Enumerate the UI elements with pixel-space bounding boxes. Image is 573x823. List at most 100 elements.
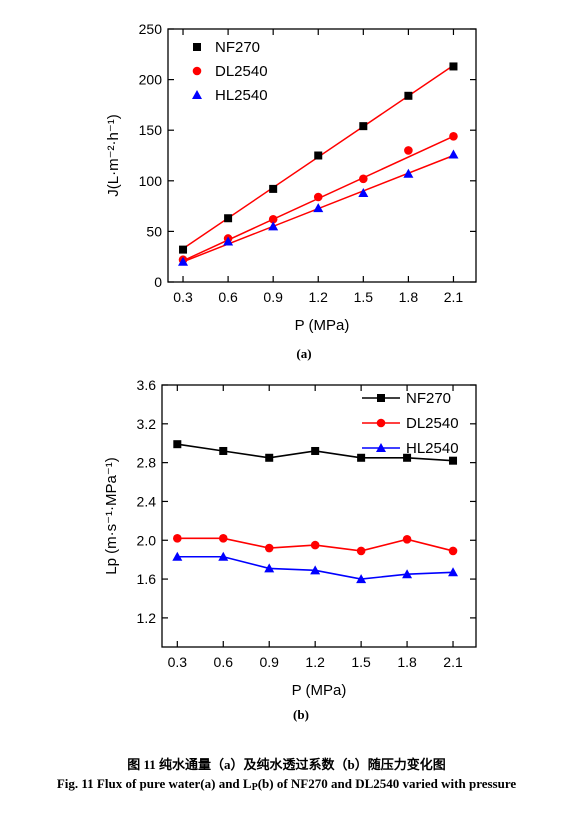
x-tick-label: 2.1 xyxy=(443,654,463,670)
data-point xyxy=(269,184,278,193)
legend-entry: DL2540 xyxy=(192,63,268,80)
caption-en-suffix: (b) of NF270 and DL2540 varied with pres… xyxy=(257,776,517,791)
data-point xyxy=(218,534,228,543)
y-axis-title: Lp (m·s⁻¹·MPa⁻¹) xyxy=(103,457,120,575)
legend-entry: HL2540 xyxy=(192,87,268,104)
data-point xyxy=(448,546,458,556)
legend-marker xyxy=(192,66,202,76)
panel-label: (b) xyxy=(293,707,309,722)
data-point xyxy=(310,540,320,550)
legend-marker xyxy=(193,43,201,51)
data-point xyxy=(173,534,182,543)
x-tick-label: 1.5 xyxy=(354,289,374,305)
legend-label: NF270 xyxy=(215,39,260,56)
series-nf270 xyxy=(179,62,458,254)
caption-en-prefix: Fig. 11 Flux of pure water(a) and L xyxy=(56,776,252,791)
data-point xyxy=(356,546,366,556)
panel-a-chart: 0.3 0.6 0.9 1.2 1.5 1.8 2.1 0 50 100 150 200 250 P (M… xyxy=(105,21,477,361)
x-tick-label: 1.2 xyxy=(305,654,325,670)
legend-label: DL2540 xyxy=(406,415,459,432)
x-tick-label: 0.6 xyxy=(218,289,238,305)
data-point xyxy=(402,534,412,544)
series-hl2540 xyxy=(172,551,459,584)
data-point xyxy=(310,565,321,575)
y-axis-title: J(L·m⁻²·h⁻¹) xyxy=(105,114,122,197)
y-tick-label: 1.2 xyxy=(137,610,157,626)
y-tick-label: 250 xyxy=(139,21,163,37)
legend-marker xyxy=(376,418,386,428)
y-tick-label: 3.2 xyxy=(137,416,157,432)
data-point xyxy=(311,446,320,455)
data-point xyxy=(404,91,413,100)
figure-caption-chinese: 图 11 纯水通量（a）及纯水透过系数（b）随压力变化图 xyxy=(127,757,446,772)
plot-frame xyxy=(167,28,477,283)
series-nf270 xyxy=(173,440,458,465)
data-point xyxy=(218,551,229,561)
legend-entry: HL2540 xyxy=(362,440,459,457)
y-tick-label: 200 xyxy=(139,72,163,88)
data-point xyxy=(172,551,183,561)
x-axis-title: P (MPa) xyxy=(295,317,350,334)
data-point xyxy=(173,440,182,449)
y-tick-label: 1.6 xyxy=(137,571,157,587)
data-point xyxy=(403,168,414,178)
legend-marker xyxy=(376,443,386,452)
x-tick-label: 0.6 xyxy=(214,654,234,670)
legend-entry: DL2540 xyxy=(362,415,459,432)
caption-en-subscript: P xyxy=(251,782,258,793)
x-tick-label: 1.8 xyxy=(399,289,419,305)
legend-label: NF270 xyxy=(406,390,451,407)
legend-entry: NF270 xyxy=(362,390,451,407)
y-tick-label: 2.4 xyxy=(137,493,157,509)
x-tick-label: 0.3 xyxy=(168,654,188,670)
data-point xyxy=(449,131,458,141)
data-point xyxy=(219,446,228,455)
figure-caption-english: Fig. 11 Flux of pure water(a) and LP(b) … xyxy=(0,776,573,793)
x-tick-label: 0.9 xyxy=(259,654,279,670)
panel-b-chart: 0.3 0.6 0.9 1.2 1.5 1.8 2.1 1.2 1.6 2.0 2.4 2.8 3.2 3… xyxy=(103,377,477,722)
data-point xyxy=(448,149,459,159)
data-point xyxy=(404,146,413,155)
legend-marker xyxy=(377,394,385,402)
series-hl2540 xyxy=(178,149,459,266)
data-point xyxy=(264,543,274,553)
x-tick-label: 1.8 xyxy=(397,654,417,670)
data-point xyxy=(224,214,233,223)
data-point xyxy=(356,574,367,584)
y-tick-label: 3.6 xyxy=(137,377,157,393)
panel-label: (a) xyxy=(296,346,311,361)
x-tick-label: 2.1 xyxy=(444,289,464,305)
y-tick-label: 150 xyxy=(139,122,163,138)
data-point xyxy=(358,187,369,197)
data-point xyxy=(223,236,234,246)
legend: NF270 DL2540 HL2540 xyxy=(362,390,459,457)
y-tick-label: 0 xyxy=(154,274,162,290)
x-tick-label: 0.9 xyxy=(263,289,283,305)
data-point xyxy=(314,151,323,160)
data-point xyxy=(264,563,275,573)
legend: NF270 DL2540 HL2540 xyxy=(192,39,268,104)
y-tick-label: 2.8 xyxy=(137,455,157,471)
data-point xyxy=(449,456,458,465)
data-point xyxy=(268,221,279,231)
y-tick-label: 2.0 xyxy=(137,532,157,548)
data-point xyxy=(403,453,412,462)
x-tick-label: 0.3 xyxy=(173,289,193,305)
y-tick-label: 50 xyxy=(146,223,162,239)
data-point xyxy=(268,214,278,224)
series-dl2540 xyxy=(173,534,458,556)
data-point xyxy=(359,122,368,131)
legend-entry: NF270 xyxy=(193,39,260,56)
legend-marker xyxy=(192,90,202,99)
data-point xyxy=(357,453,366,462)
data-point xyxy=(313,192,323,202)
data-point xyxy=(265,453,274,462)
data-point xyxy=(402,569,413,579)
data-point xyxy=(178,256,189,266)
legend-label: HL2540 xyxy=(406,440,459,457)
x-axis-title: P (MPa) xyxy=(292,682,347,699)
x-tick-label: 1.5 xyxy=(351,654,371,670)
legend-label: DL2540 xyxy=(215,63,268,80)
x-tick-label: 1.2 xyxy=(309,289,329,305)
